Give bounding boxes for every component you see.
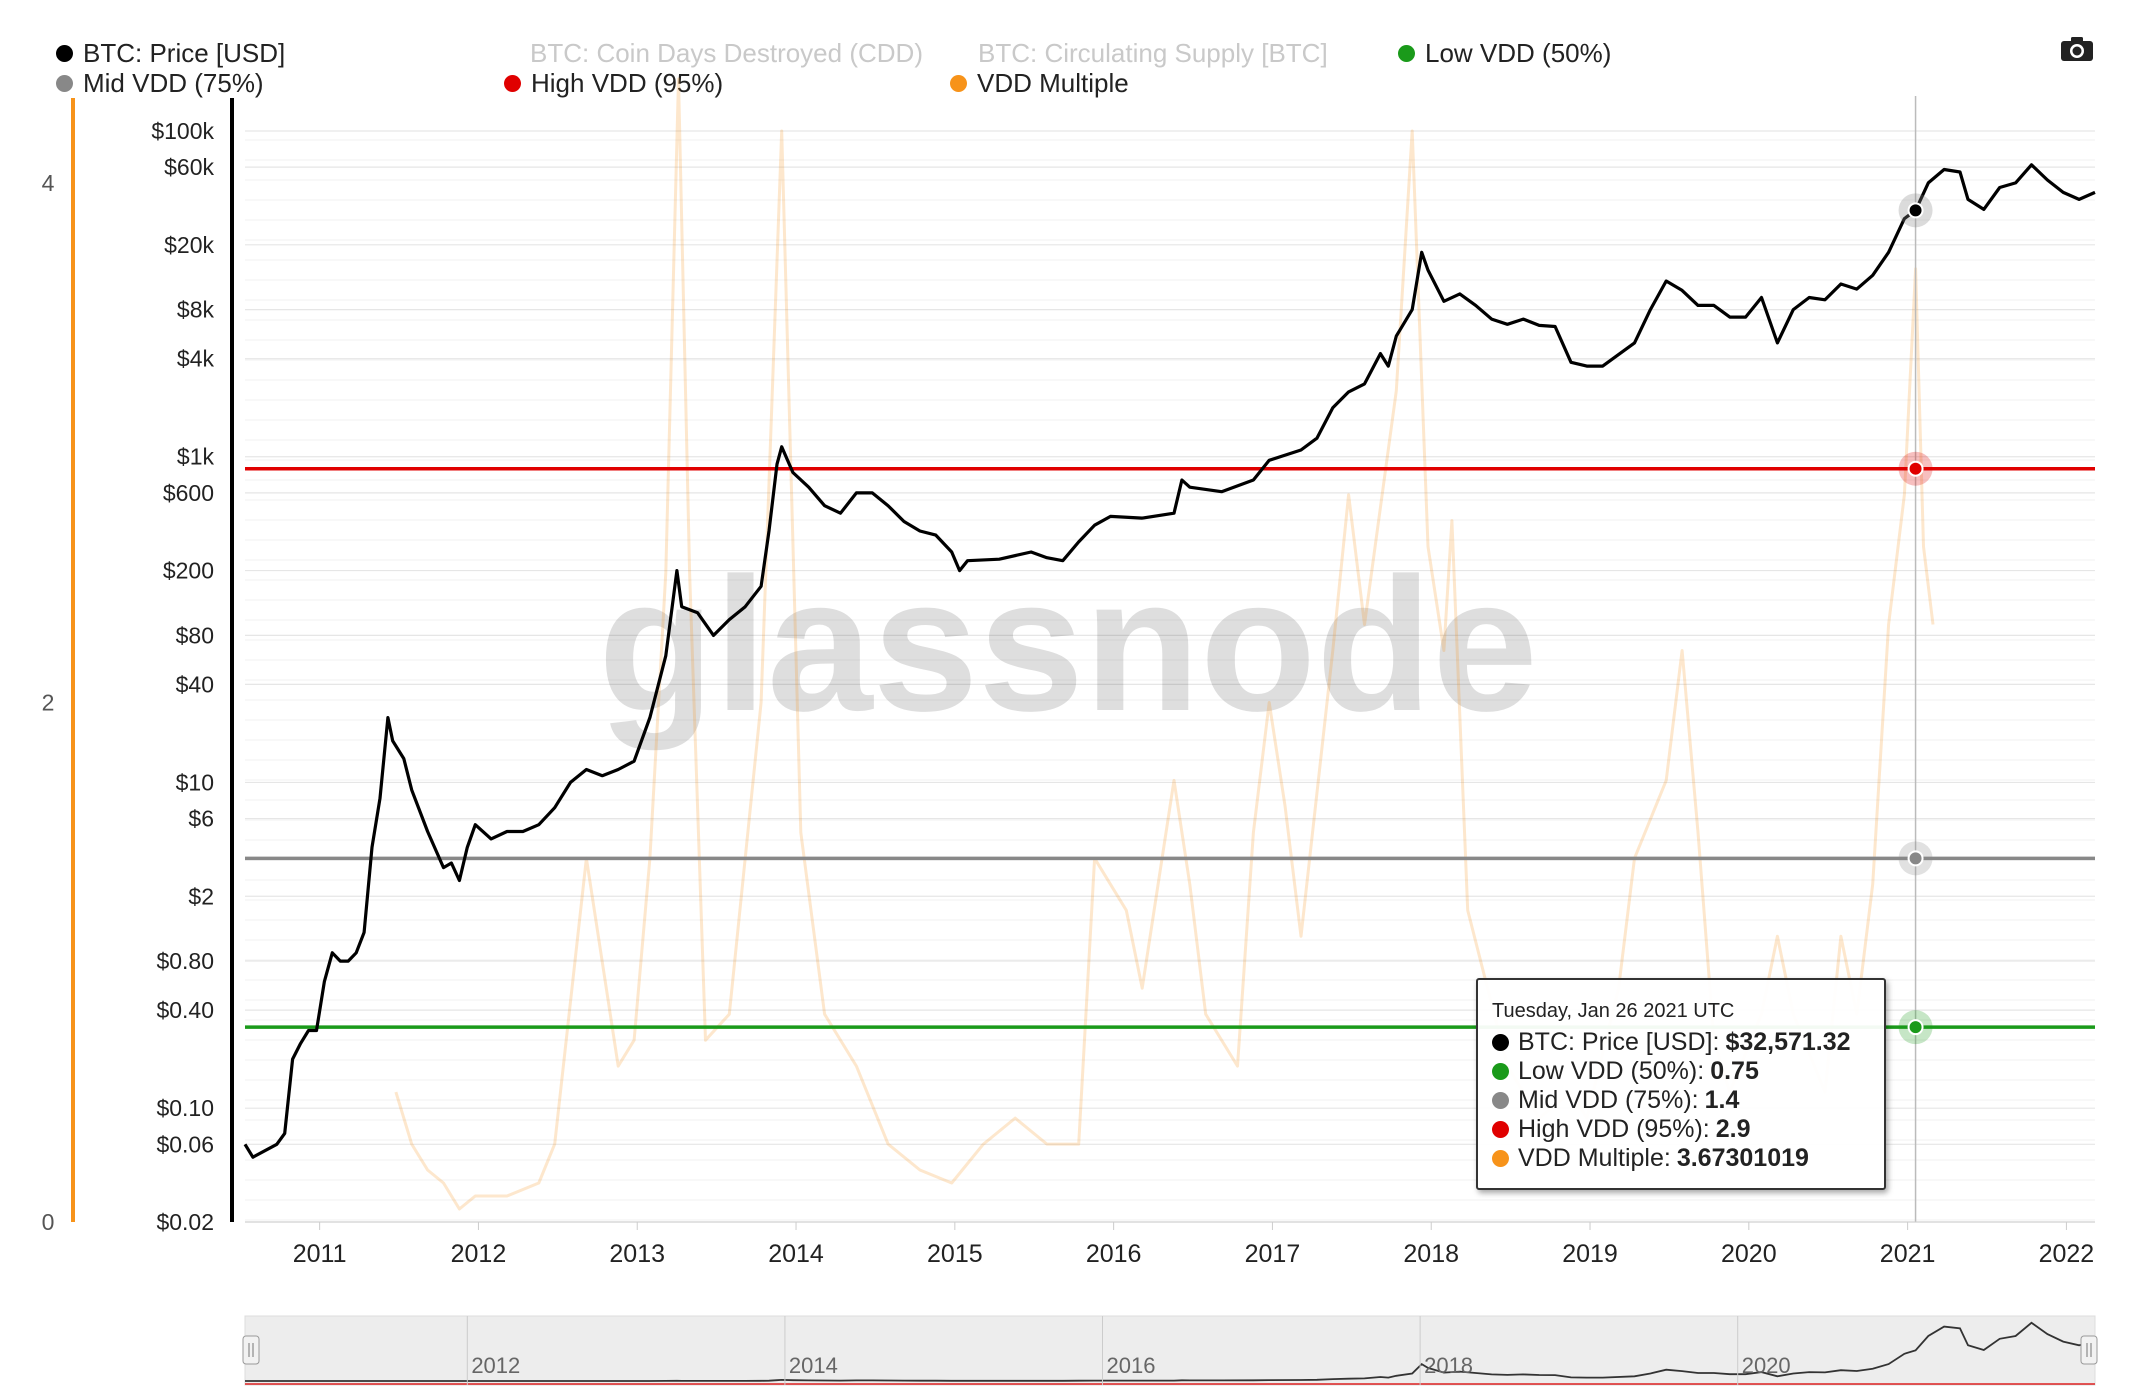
legend-item-low-vdd[interactable]: Low VDD (50%) [1398, 38, 1611, 69]
navigator-tick-label: 2018 [1424, 1353, 1473, 1378]
y-left-tick-label: 0 [42, 1209, 55, 1235]
legend-label: BTC: Price [USD] [83, 38, 286, 68]
y-tick-label: $40 [176, 671, 214, 697]
camera-icon[interactable] [2060, 36, 2094, 62]
legend-label: Low VDD (50%) [1425, 38, 1612, 68]
x-tick-label: 2017 [1245, 1240, 1301, 1268]
tooltip-label: Mid VDD (75%) [1518, 1085, 1692, 1114]
tooltip-value: 2.9 [1715, 1114, 1751, 1143]
marker-low-vdd [1907, 1019, 1924, 1036]
legend-dot [56, 45, 73, 62]
tooltip-row-btc-price: BTC: Price [USD]: $32,571.32 [1492, 1027, 1884, 1056]
tooltip-date: Tuesday, Jan 26 2021 UTC [1492, 1000, 1735, 1022]
y-tick-label: $6 [188, 806, 214, 832]
legend-dot [504, 75, 521, 92]
legend-item-btc-price[interactable]: BTC: Price [USD] [56, 38, 285, 69]
x-tick-label: 2020 [1721, 1240, 1777, 1268]
navigator-handle-right[interactable] [2080, 1335, 2098, 1365]
y-tick-label: $0.06 [156, 1131, 214, 1157]
navigator-tick-label: 2016 [1107, 1353, 1156, 1378]
marker-high-vdd [1907, 460, 1924, 477]
x-tick-label: 2015 [927, 1240, 983, 1268]
x-tick-label: 2021 [1880, 1240, 1936, 1268]
tooltip-row-mid-vdd: Mid VDD (75%): 1.4 [1492, 1085, 1884, 1114]
x-tick-label: 2022 [2039, 1240, 2095, 1268]
legend-item-mid-vdd[interactable]: Mid VDD (75%) [56, 68, 264, 99]
legend-label: BTC: Coin Days Destroyed (CDD) [530, 38, 923, 68]
y-tick-label: $1k [177, 444, 215, 470]
legend-dot [950, 75, 967, 92]
y-tick-label: $80 [176, 622, 214, 648]
tooltip-label: BTC: Price [USD] [1518, 1027, 1713, 1056]
tooltip-dot [1492, 1149, 1509, 1167]
y-tick-label: $0.80 [156, 948, 214, 974]
y-tick-label: $10 [176, 769, 214, 795]
y-tick-label: $20k [164, 232, 214, 258]
y-left-tick-label: 4 [42, 170, 55, 196]
tooltip-value: 1.4 [1704, 1085, 1740, 1114]
legend-item-vdd-multiple[interactable]: VDD Multiple [950, 68, 1129, 99]
legend-item-cdd[interactable]: BTC: Coin Days Destroyed (CDD) [530, 38, 923, 69]
legend-dot [1398, 45, 1415, 62]
legend-dot [56, 75, 73, 92]
legend-label: BTC: Circulating Supply [BTC] [978, 38, 1328, 68]
x-tick-label: 2014 [768, 1240, 824, 1268]
tooltip-row-vdd-multiple: VDD Multiple: 3.67301019 [1492, 1143, 1884, 1172]
legend-label: VDD Multiple [977, 68, 1129, 98]
x-tick-label: 2016 [1086, 1240, 1142, 1268]
legend-label: Mid VDD (75%) [83, 68, 264, 98]
y-tick-label: $600 [163, 480, 214, 506]
x-tick-label: 2013 [609, 1240, 665, 1268]
marker-mid-vdd [1907, 850, 1924, 867]
y-tick-label: $0.10 [156, 1095, 214, 1121]
legend-label: High VDD (95%) [531, 68, 724, 98]
y-tick-label: $200 [163, 558, 214, 584]
tooltip-value: 0.75 [1710, 1056, 1759, 1085]
tooltip-dot [1492, 1091, 1509, 1109]
navigator-tick-label: 2012 [471, 1353, 520, 1378]
y-tick-label: $0.40 [156, 997, 214, 1023]
y-tick-label: $2 [188, 883, 214, 909]
series-btc-price [243, 163, 2096, 1159]
tooltip-value: $32,571.32 [1725, 1027, 1851, 1056]
tooltip-label: VDD Multiple [1518, 1143, 1664, 1172]
marker-btc-price [1907, 202, 1924, 219]
y-tick-label: $100k [151, 118, 214, 144]
tooltip-dot [1492, 1033, 1509, 1051]
y-tick-label: $8k [177, 297, 215, 323]
navigator-handle-left[interactable] [242, 1335, 260, 1365]
tooltip-label: High VDD (95%) [1518, 1114, 1703, 1143]
navigator-series [245, 1321, 2096, 1382]
x-tick-label: 2012 [451, 1240, 507, 1268]
y-tick-label: $0.02 [156, 1209, 214, 1235]
tooltip-dot [1492, 1120, 1509, 1138]
x-tick-label: 2019 [1562, 1240, 1618, 1268]
tooltip-value: 3.67301019 [1676, 1143, 1809, 1172]
y-tick-label: $4k [177, 346, 215, 372]
tooltip: Tuesday, Jan 26 2021 UTC BTC: Price [USD… [1476, 978, 1886, 1190]
y-left-tick-label: 2 [42, 689, 55, 715]
tooltip-row-high-vdd: High VDD (95%): 2.9 [1492, 1114, 1884, 1143]
watermark: glassnode [598, 539, 1538, 751]
navigator-tick-label: 2014 [789, 1353, 838, 1378]
x-tick-label: 2018 [1403, 1240, 1459, 1268]
navigator [244, 1315, 2096, 1386]
tooltip-dot [1492, 1062, 1509, 1080]
legend-item-circulating-supply[interactable]: BTC: Circulating Supply [BTC] [978, 38, 1328, 69]
legend-item-high-vdd[interactable]: High VDD (95%) [504, 68, 723, 99]
tooltip-label: Low VDD (50%) [1518, 1056, 1698, 1085]
y-tick-label: $60k [164, 154, 214, 180]
tooltip-row-low-vdd: Low VDD (50%): 0.75 [1492, 1056, 1884, 1085]
navigator-tick-label: 2020 [1742, 1353, 1791, 1378]
x-tick-label: 2011 [293, 1240, 347, 1268]
